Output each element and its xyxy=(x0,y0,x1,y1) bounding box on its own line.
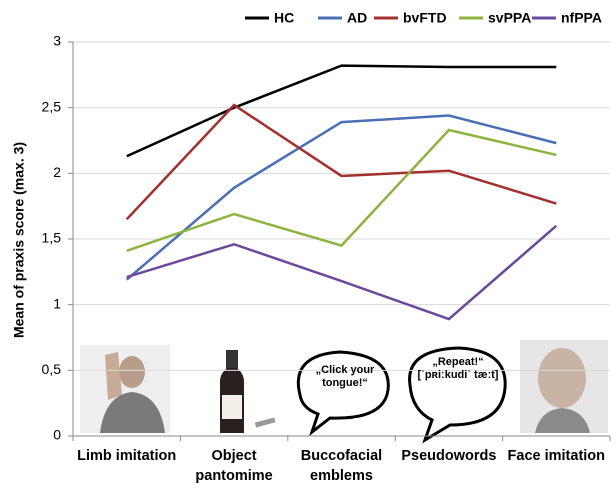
legend-label: bvFTD xyxy=(403,10,447,26)
y-tick-label: 1 xyxy=(53,295,61,311)
y-tick-label: 3 xyxy=(53,33,61,49)
chart: Mean of praxis score (max. 3) 0 0,5 1 1,5 2 2… xyxy=(0,0,616,490)
bubble-text: „Repeat!“ [ˈpʀiːkudiˈ tæːt] xyxy=(412,356,504,382)
legend-label: svPPA xyxy=(488,10,531,26)
x-tick-label: Face imitation xyxy=(500,446,613,466)
y-tick-label: 0,5 xyxy=(42,361,62,377)
x-tick-label: Object pantomime xyxy=(177,446,290,486)
series-line xyxy=(127,66,557,157)
limb-photo xyxy=(80,345,170,433)
bubble-text: „Click your tongue!“ xyxy=(302,364,388,390)
x-tick-label-box: Object pantomime xyxy=(177,446,290,490)
y-tick-label: 2 xyxy=(53,164,61,180)
y-axis-label: Mean of praxis score (max. 3) xyxy=(11,142,27,338)
x-tick-label: Limb imitation xyxy=(70,446,183,466)
legend-label: HC xyxy=(274,10,294,26)
x-tick-label: Buccofacial emblems xyxy=(285,446,398,486)
series-line xyxy=(127,130,557,251)
bubble-text-box: „Click your tongue!“ xyxy=(302,364,388,424)
x-tick-label-box: Buccofacial emblems xyxy=(285,446,398,490)
legend-label: nfPPA xyxy=(561,10,602,26)
bottle-image xyxy=(220,350,275,433)
y-tick-label: 1,5 xyxy=(42,230,62,246)
face-photo xyxy=(520,340,608,433)
x-tick-label-box: Pseudowords xyxy=(392,446,505,490)
x-tick-label: Pseudowords xyxy=(392,446,505,466)
y-tick-label: 2,5 xyxy=(42,98,62,114)
y-tick-label: 0 xyxy=(53,427,61,443)
legend-label: AD xyxy=(347,10,367,26)
x-tick-label-box: Face imitation xyxy=(500,446,613,490)
x-tick-label-box: Limb imitation xyxy=(70,446,183,490)
page: {"chart_data": {"type": "line", "y_label… xyxy=(0,0,616,490)
bubble-text-box: „Repeat!“ [ˈpʀiːkudiˈ tæːt] xyxy=(412,356,504,416)
